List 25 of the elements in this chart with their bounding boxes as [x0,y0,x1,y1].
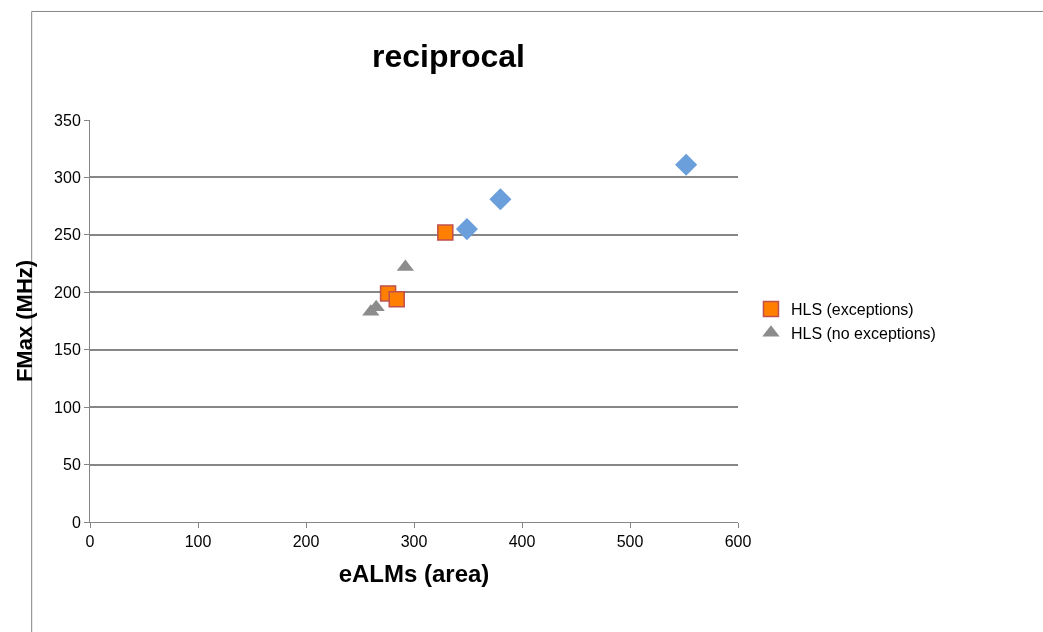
x-tick-label: 100 [184,533,212,551]
y-tick-label: 350 [54,111,81,129]
chart-title: reciprocal [372,37,525,74]
y-tick-label: 200 [54,283,81,301]
y-tick-label: 150 [54,341,81,359]
x-tick-label: 400 [508,533,536,551]
y-tick-label: 100 [54,398,81,416]
point [437,224,454,241]
point [489,188,512,211]
y-tick-label: 50 [63,456,81,474]
x-tick-label: 200 [292,533,320,551]
x-tick-label: 300 [400,533,428,551]
legend-label: HLS (exceptions) [790,301,914,319]
y-axis-title: FMax (MHz) [11,259,37,383]
point [675,153,698,176]
y-tick-label: 0 [71,513,81,531]
y-tick-label: 250 [54,226,81,244]
point [388,290,405,308]
point [455,218,478,241]
x-axis-title: eALMs (area) [338,559,490,587]
x-tick-label: 600 [724,533,752,551]
legend-label: HLS (no exceptions) [790,324,936,342]
x-tick-label: 0 [85,533,95,551]
y-tick-label: 300 [54,169,81,187]
x-tick-label: 500 [616,533,644,551]
